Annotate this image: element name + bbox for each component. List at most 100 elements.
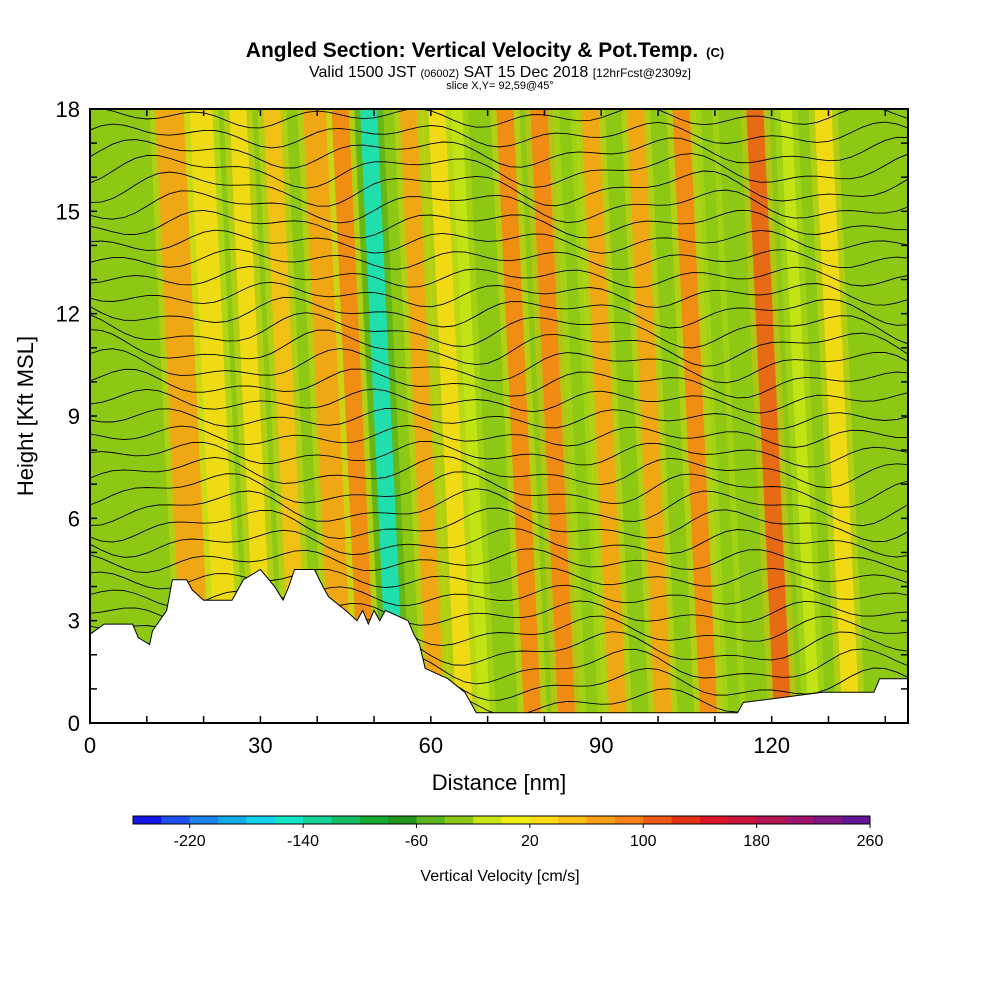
pot-temp-contour [90,388,908,414]
y-tick-label: 0 [68,711,80,736]
velocity-band [530,109,576,723]
colorbar-swatch [558,816,587,824]
pot-temp-contour [90,368,908,399]
pot-temp-contour [90,170,908,207]
pot-temp-contour [90,297,908,329]
subtitle-utc: (0600Z) [420,68,459,80]
pot-temp-contour [90,229,908,254]
y-tick-label: 3 [68,609,80,634]
velocity-band [496,109,542,723]
colorbar-tick-label: 100 [630,833,657,850]
colorbar-swatch [161,816,191,824]
pot-temp-contour [90,441,908,468]
terrain [90,568,908,723]
velocity-band [189,109,241,723]
pot-temp-contour [90,425,908,448]
colorbar-swatch [416,816,446,824]
velocity-band [399,109,445,723]
pot-temp-contour [90,153,908,189]
y-tick-label: 18 [56,97,80,122]
colorbar-tick-label: 260 [857,833,884,850]
colorbar-swatch [756,816,786,824]
chart-subtitle: Valid 1500 JST (0600Z) SAT 15 Dec 2018 [… [309,64,691,81]
colorbar-tick-label: -60 [405,833,428,850]
x-tick-label: 30 [248,733,272,758]
subtitle-valid: Valid 1500 JST [309,64,417,81]
velocity-band [450,109,491,723]
x-axis-label: Distance [nm] [432,770,567,795]
colorbar-label: Vertical Velocity [cm/s] [420,868,579,885]
pot-temp-contour [90,488,908,527]
pot-temp-contour [90,455,908,489]
pot-temp-contour [90,121,908,149]
pot-temp-contour [90,507,908,543]
colorbar-swatch [501,816,531,824]
pot-temp-contour [90,136,908,169]
pot-temp-contour [90,312,908,349]
colorbar-swatch [473,816,502,824]
velocity-band [672,109,718,723]
colorbar-swatch [133,816,162,824]
pot-temp-contour [90,407,908,430]
velocity-band [360,109,406,723]
colorbar-swatch [246,816,276,824]
colorbar: -220 -140 -60 20 100 180 260 [132,815,884,850]
velocity-band [303,109,354,723]
colorbar-frame [132,815,871,825]
velocity-band [428,109,474,723]
colorbar-swatch [614,816,644,824]
title-units: (C) [706,45,724,60]
colorbar-tick-label: 180 [743,833,770,850]
x-tick-label: 0 [84,733,96,758]
colorbar-swatch [388,816,417,824]
colorbar-swatch [303,816,332,824]
subtitle-date: SAT 15 Dec 2018 [463,64,588,81]
pot-temp-contour [90,584,908,608]
colorbar-swatch [643,816,672,824]
x-axis: 0 30 60 90 120 [84,109,887,758]
colorbar-swatch [699,816,729,824]
colorbar-tick-label: -220 [174,833,206,850]
pot-temp-contour [90,548,908,573]
pot-temp-contours [90,109,908,718]
colorbar-swatch [586,816,616,824]
pot-temp-contour [90,527,908,558]
colorbar-swatch [785,816,814,824]
pot-temp-contour [90,471,908,508]
x-tick-label: 90 [589,733,613,758]
pot-temp-contour [90,567,908,590]
velocity-band [331,109,377,723]
slice-label: slice X,Y= 92,59@45° [446,80,554,92]
colorbar-swatch [274,816,304,824]
colorbar-swatch [841,816,871,824]
y-tick-label: 6 [68,506,80,531]
velocity-band [700,109,741,723]
x-tick-label: 60 [419,733,443,758]
velocity-band [558,109,599,723]
colorbar-swatch [331,816,361,824]
colorbar-swatch [444,816,474,824]
y-axis-label: Height [Kft MSL] [13,336,38,496]
pot-temp-contour [90,209,908,239]
colorbar-tick-label: 20 [521,833,539,850]
colorbar-swatch [529,816,559,824]
x-tick-label: 120 [753,733,790,758]
pot-temp-contour [90,348,908,384]
velocity-band [814,109,860,723]
colorbar-swatch [813,816,843,824]
pot-temp-contour [90,266,908,289]
velocity-band [627,109,673,723]
velocity-band [780,109,820,723]
colorbar-swatch [218,816,247,824]
pot-temp-contour [101,109,908,129]
colorbar-swatch [189,816,219,824]
colorbar-swatch [359,816,389,824]
colorbar-swatch [728,816,758,824]
y-tick-label: 9 [68,404,80,429]
y-axis: 0 3 6 9 12 15 18 [56,97,908,736]
plot-area [90,109,908,723]
subtitle-fcst: [12hrFcst@2309z] [593,66,691,80]
y-tick-label: 15 [56,199,80,224]
pot-temp-contour [90,329,908,367]
